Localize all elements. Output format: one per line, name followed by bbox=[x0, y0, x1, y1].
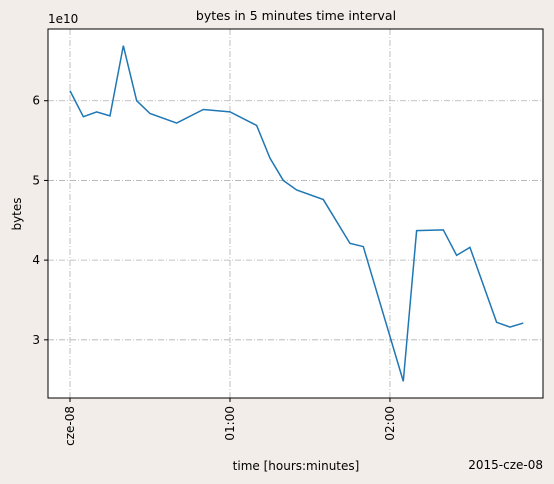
x-tick-label: cze-08 bbox=[63, 406, 77, 446]
y-offset-label: 1e10 bbox=[48, 12, 78, 26]
y-tick-label: 6 bbox=[32, 94, 40, 108]
y-tick-label: 3 bbox=[32, 333, 40, 347]
y-tick-label: 4 bbox=[32, 253, 40, 267]
y-tick-label: 5 bbox=[32, 173, 40, 187]
y-axis-label: bytes bbox=[10, 197, 24, 230]
x-axis-label: time [hours:minutes] bbox=[233, 459, 360, 473]
x-offset-label: 2015-cze-08 bbox=[468, 458, 543, 472]
x-tick-label: 01:00 bbox=[223, 406, 237, 441]
axes-frame bbox=[47, 28, 544, 399]
plot-area bbox=[48, 29, 543, 398]
chart-title: bytes in 5 minutes time interval bbox=[196, 8, 396, 23]
line-series bbox=[69, 45, 524, 382]
x-tick-label: 02:00 bbox=[383, 406, 397, 441]
